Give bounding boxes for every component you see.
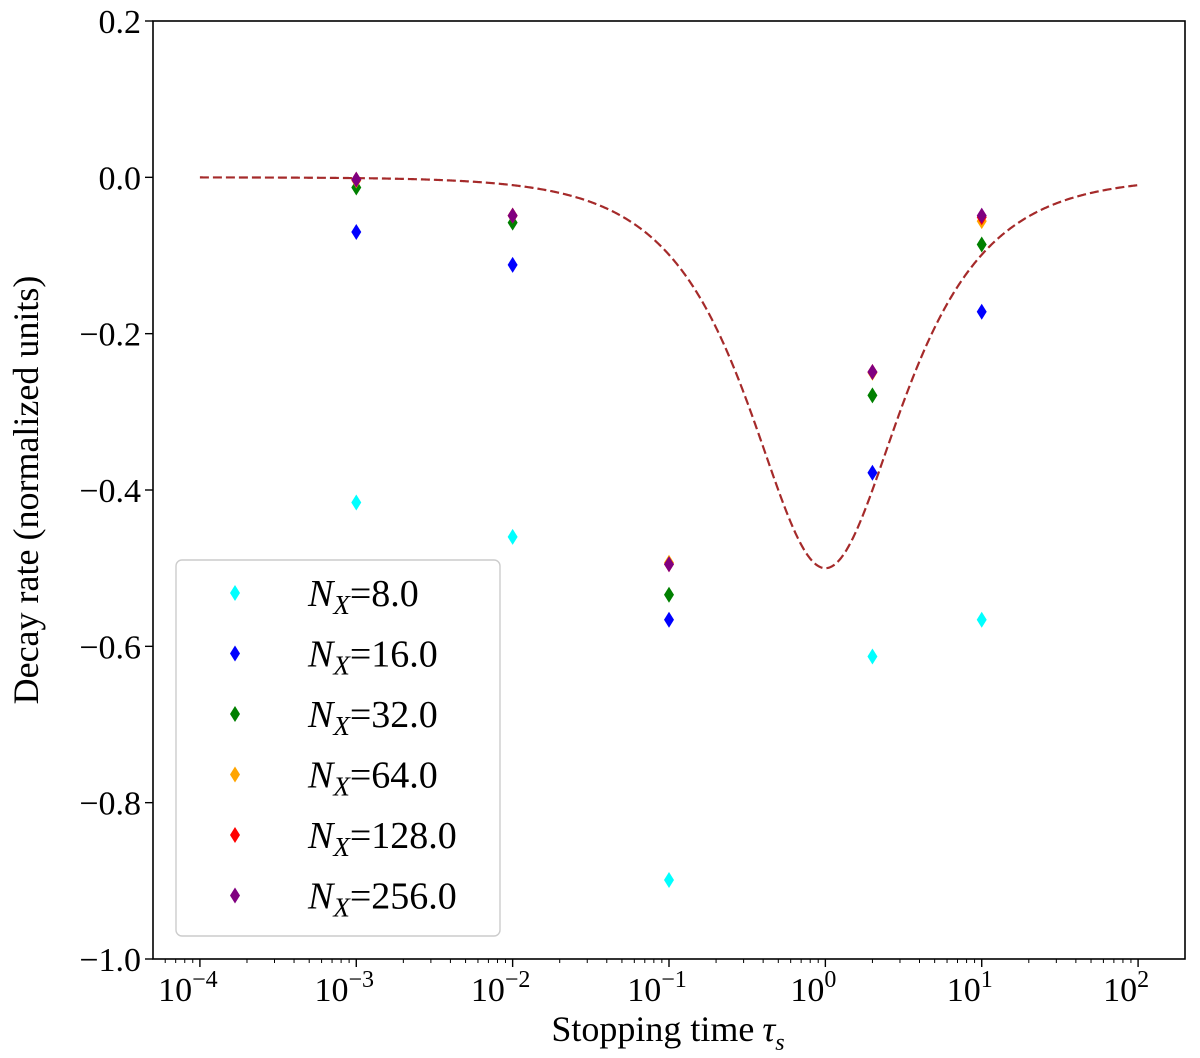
legend-item: NX=64.0: [230, 755, 438, 802]
data-point: [664, 556, 674, 573]
data-point: [867, 464, 878, 481]
x-tick-label: 10−1: [627, 967, 687, 1009]
y-tick-label: −1.0: [79, 942, 141, 979]
x-axis-label-subscript: s: [775, 1030, 784, 1056]
legend-marker: [230, 585, 240, 601]
legend-label: NX=256.0: [307, 876, 457, 923]
legend-label: NX=32.0: [307, 694, 438, 741]
data-point: [507, 528, 518, 545]
legend-item: NX=16.0: [230, 634, 438, 681]
data-point: [351, 171, 362, 188]
data-point: [507, 256, 518, 273]
x-tick-label: 10−3: [314, 967, 374, 1009]
legend-label: NX=8.0: [307, 573, 419, 620]
legend-marker: [230, 766, 240, 783]
x-tick-label: 10−2: [471, 967, 531, 1009]
legend-marker: [230, 887, 240, 904]
y-tick-label: −0.8: [79, 786, 141, 823]
series-8.0: [351, 494, 987, 889]
data-point: [976, 207, 987, 224]
x-tick-label: 100: [790, 967, 836, 1009]
x-tick-label: 102: [1103, 967, 1149, 1009]
legend: NX=8.0 NX=16.0 NX=32.0 NX=64.0 NX=128.0 NX=25…: [175, 559, 501, 937]
data-points-layer: [351, 171, 987, 889]
y-tick-label: −0.6: [79, 629, 141, 666]
legend-box: [175, 559, 501, 937]
data-point: [507, 207, 518, 224]
y-tick-label: −0.2: [79, 317, 141, 354]
data-point: [664, 611, 674, 628]
legend-marker: [230, 827, 240, 843]
x-axis-label-symbol: τ: [762, 1009, 776, 1049]
legend-label: NX=64.0: [307, 755, 438, 802]
x-axis-label-text: Stopping time: [551, 1009, 754, 1049]
legend-label: NX=128.0: [307, 815, 457, 862]
data-point: [976, 236, 987, 253]
y-tick-label: 0.0: [99, 160, 142, 197]
y-tick-label: 0.2: [99, 4, 142, 41]
legend-item: NX=256.0: [230, 876, 457, 923]
legend-item: NX=128.0: [230, 815, 457, 862]
data-point: [867, 648, 878, 665]
data-point: [976, 303, 987, 320]
series-16.0: [351, 224, 987, 628]
legend-marker: [230, 706, 240, 722]
data-point: [867, 363, 878, 380]
legend-item: NX=32.0: [230, 694, 438, 741]
legend-item: NX=8.0: [230, 573, 419, 620]
axis-ticks-layer: 0.2 0.0 −0.2 −0.4 −0.6 −0.8 −1.0 10−4 10−3 10−2 10…: [79, 4, 1149, 1009]
data-point: [976, 611, 987, 628]
x-axis-label: Stopping time τs: [551, 1009, 784, 1056]
x-tick-label: 101: [947, 967, 993, 1009]
data-point: [351, 224, 362, 241]
x-tick-label: 10−4: [158, 967, 218, 1009]
y-tick-label: −0.4: [79, 473, 141, 510]
series-256.0: [351, 171, 987, 573]
legend-marker: [230, 645, 240, 662]
data-point: [664, 872, 674, 889]
y-axis-label: Decay rate (normalized units): [6, 276, 46, 705]
data-point: [664, 586, 674, 603]
legend-label: NX=16.0: [307, 634, 438, 681]
data-point: [351, 494, 362, 511]
data-point: [867, 387, 878, 404]
